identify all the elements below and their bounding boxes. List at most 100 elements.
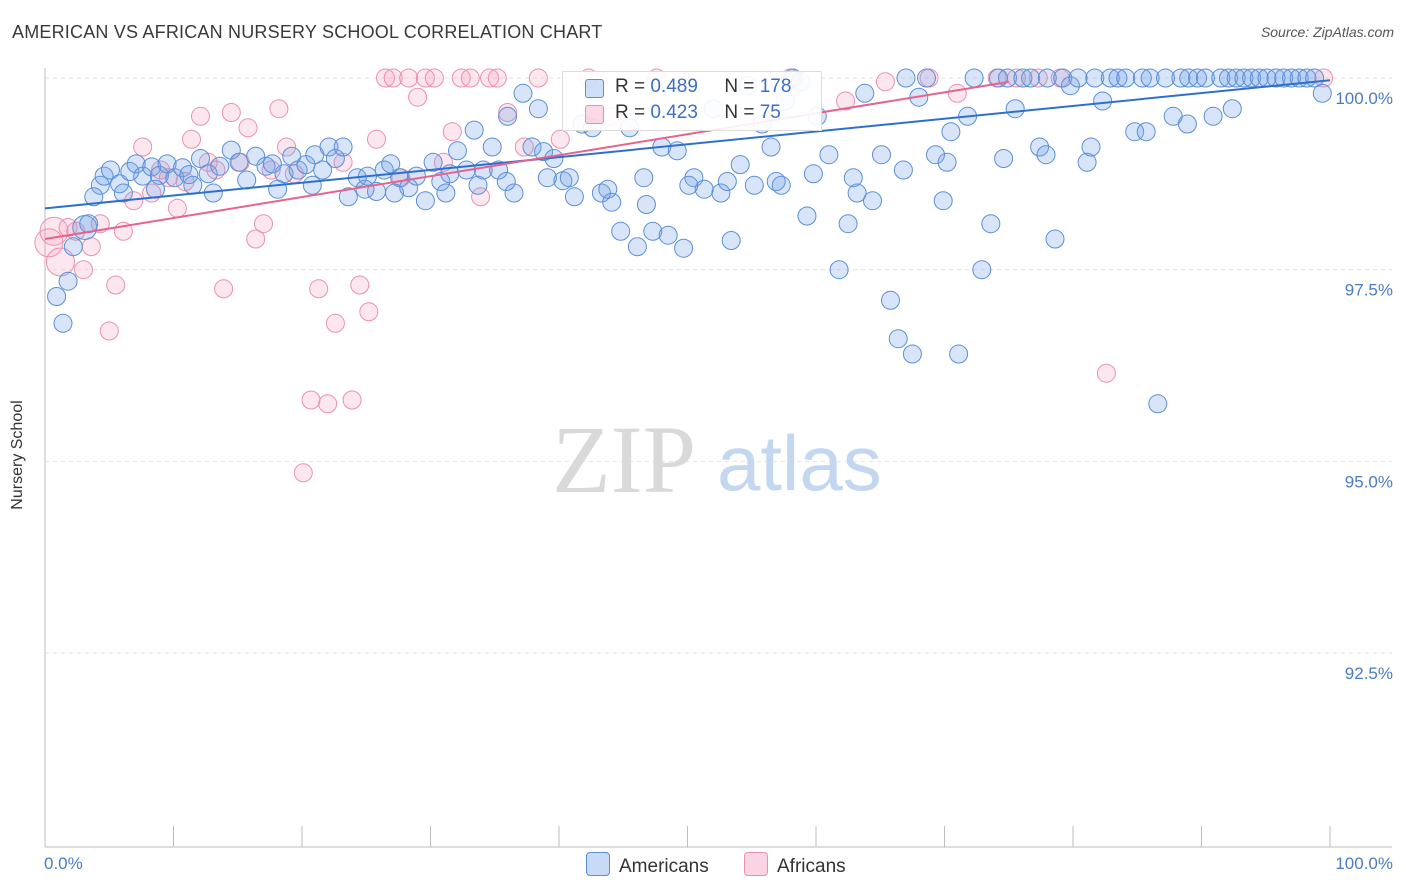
data-point (679, 175, 699, 195)
data-point (893, 160, 913, 180)
data-point (872, 145, 891, 165)
data-point (90, 214, 110, 234)
data-point (399, 178, 419, 198)
data-point (1013, 68, 1033, 88)
data-point (1136, 122, 1156, 142)
data-point (301, 390, 321, 410)
data-point (598, 179, 618, 199)
data-point (126, 154, 146, 174)
data-point (342, 390, 362, 410)
data-point (528, 68, 548, 88)
data-point (496, 172, 516, 191)
data-point (829, 260, 849, 280)
data-point (1266, 68, 1286, 88)
trend-lines (44, 79, 1331, 240)
data-point (1282, 68, 1301, 88)
y-tick-label: 100.0% (1335, 89, 1393, 108)
bottom-legend-americans: Americans (586, 852, 709, 878)
data-point (261, 160, 281, 180)
watermark-zip: ZIP (552, 406, 696, 513)
data-point (1195, 68, 1215, 88)
data-point (1021, 68, 1041, 88)
data-point (1156, 68, 1175, 88)
data-point (1274, 68, 1294, 88)
data-point (423, 152, 443, 172)
data-point (819, 145, 839, 165)
data-point (53, 313, 73, 333)
legend-row-americans: R = 0.489 N = 178 (563, 75, 821, 101)
data-point (1085, 68, 1105, 88)
data-point (926, 145, 945, 165)
data-point (191, 106, 210, 126)
data-point (408, 87, 428, 107)
data-point (1077, 152, 1097, 172)
data-point (198, 164, 218, 184)
data-point (711, 183, 731, 203)
data-point (504, 183, 524, 203)
data-point (415, 191, 435, 211)
x-tick-label: 100.0% (1335, 854, 1393, 873)
data-point (838, 214, 858, 234)
data-point (269, 99, 289, 119)
data-point (627, 237, 647, 257)
data-point (113, 183, 133, 203)
data-point (947, 83, 967, 103)
data-point (318, 394, 338, 414)
data-point (487, 68, 507, 88)
data-point (359, 302, 379, 322)
data-point (333, 137, 353, 157)
data-point (875, 72, 895, 92)
data-point (1060, 76, 1080, 96)
data-point (949, 344, 969, 364)
data-point (221, 140, 241, 160)
data-point (771, 175, 791, 195)
data-point (744, 175, 764, 195)
data-point (1148, 394, 1168, 414)
data-point (376, 68, 395, 88)
data-point (1005, 99, 1025, 119)
data-point (81, 237, 101, 257)
data-point (179, 165, 199, 185)
data-point (63, 237, 83, 257)
data-point (1036, 145, 1056, 165)
data-point (436, 183, 456, 203)
data-point (302, 175, 322, 195)
chart-title: AMERICAN VS AFRICAN NURSERY SCHOOL CORRE… (12, 22, 603, 42)
data-point (277, 137, 297, 157)
legend-r-value: 0.423 (650, 102, 698, 123)
data-point (674, 238, 694, 258)
data-point (863, 191, 882, 211)
data-point (1234, 68, 1254, 88)
data-point (471, 187, 491, 207)
bottom-legend-africans: Africans (744, 852, 846, 878)
data-point (933, 191, 953, 211)
data-point (110, 174, 129, 194)
y-tick-label: 95.0% (1345, 472, 1393, 491)
data-point (182, 129, 201, 149)
data-point (309, 279, 329, 299)
data-point (433, 152, 453, 172)
data-point (513, 83, 533, 103)
data-point (1081, 137, 1101, 157)
data-point (636, 195, 656, 214)
data-point (797, 206, 817, 226)
data-point (47, 287, 67, 306)
data-point (313, 160, 333, 180)
data-point (237, 170, 257, 190)
legend-swatch-africans (744, 852, 768, 876)
data-point (564, 187, 584, 207)
data-point (424, 68, 444, 88)
data-point (325, 149, 345, 168)
data-point (803, 164, 823, 184)
data-point (1140, 68, 1160, 88)
series-africans (34, 68, 1334, 483)
data-point (881, 290, 900, 310)
watermark-atlas: atlas (717, 419, 882, 507)
data-point (941, 122, 961, 142)
source-credit: Source: ZipAtlas.com (1260, 24, 1394, 40)
legend-n-label: N = (724, 102, 755, 123)
data-point (1093, 91, 1113, 111)
data-point (246, 146, 266, 166)
data-point (1188, 68, 1208, 88)
